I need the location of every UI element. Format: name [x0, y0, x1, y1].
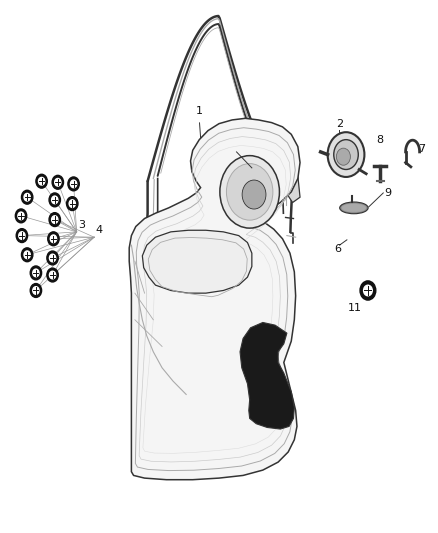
Circle shape — [69, 200, 75, 207]
Circle shape — [33, 269, 39, 277]
Polygon shape — [142, 230, 252, 293]
Text: 9: 9 — [385, 188, 392, 198]
Polygon shape — [129, 118, 300, 480]
Text: 4: 4 — [95, 225, 102, 235]
Text: 5: 5 — [254, 165, 261, 174]
Circle shape — [68, 177, 79, 191]
Ellipse shape — [340, 202, 368, 214]
Circle shape — [55, 179, 61, 186]
Text: 10: 10 — [138, 451, 152, 462]
Circle shape — [328, 132, 364, 177]
Polygon shape — [240, 322, 294, 429]
Ellipse shape — [342, 204, 366, 212]
Circle shape — [364, 285, 372, 296]
Circle shape — [49, 213, 60, 227]
Circle shape — [360, 281, 376, 300]
Circle shape — [21, 190, 33, 204]
Text: 11: 11 — [348, 303, 362, 313]
Circle shape — [242, 180, 266, 209]
Circle shape — [24, 251, 30, 259]
Polygon shape — [280, 176, 300, 203]
Circle shape — [39, 177, 45, 185]
Circle shape — [24, 193, 30, 201]
Circle shape — [21, 248, 33, 262]
Text: 3: 3 — [78, 220, 85, 230]
Circle shape — [30, 266, 42, 280]
Circle shape — [30, 284, 42, 297]
Text: 8: 8 — [377, 135, 384, 145]
Text: 1: 1 — [196, 106, 203, 116]
Circle shape — [52, 216, 58, 223]
Circle shape — [47, 268, 58, 282]
Circle shape — [15, 209, 27, 223]
Circle shape — [48, 232, 59, 246]
Circle shape — [226, 164, 273, 220]
Circle shape — [49, 254, 56, 262]
Circle shape — [336, 148, 350, 165]
Circle shape — [49, 271, 56, 279]
Text: 6: 6 — [335, 244, 342, 254]
Circle shape — [220, 156, 279, 228]
Circle shape — [52, 196, 58, 204]
Circle shape — [71, 180, 77, 188]
Circle shape — [47, 251, 58, 265]
Circle shape — [49, 193, 60, 207]
Circle shape — [33, 287, 39, 294]
Text: 2: 2 — [336, 119, 343, 129]
Circle shape — [16, 229, 28, 243]
Circle shape — [19, 232, 25, 239]
Circle shape — [50, 235, 57, 243]
Circle shape — [36, 174, 47, 188]
Circle shape — [18, 212, 24, 220]
Text: 7: 7 — [418, 144, 425, 154]
Circle shape — [52, 175, 64, 189]
Circle shape — [334, 140, 358, 169]
Circle shape — [67, 197, 78, 211]
